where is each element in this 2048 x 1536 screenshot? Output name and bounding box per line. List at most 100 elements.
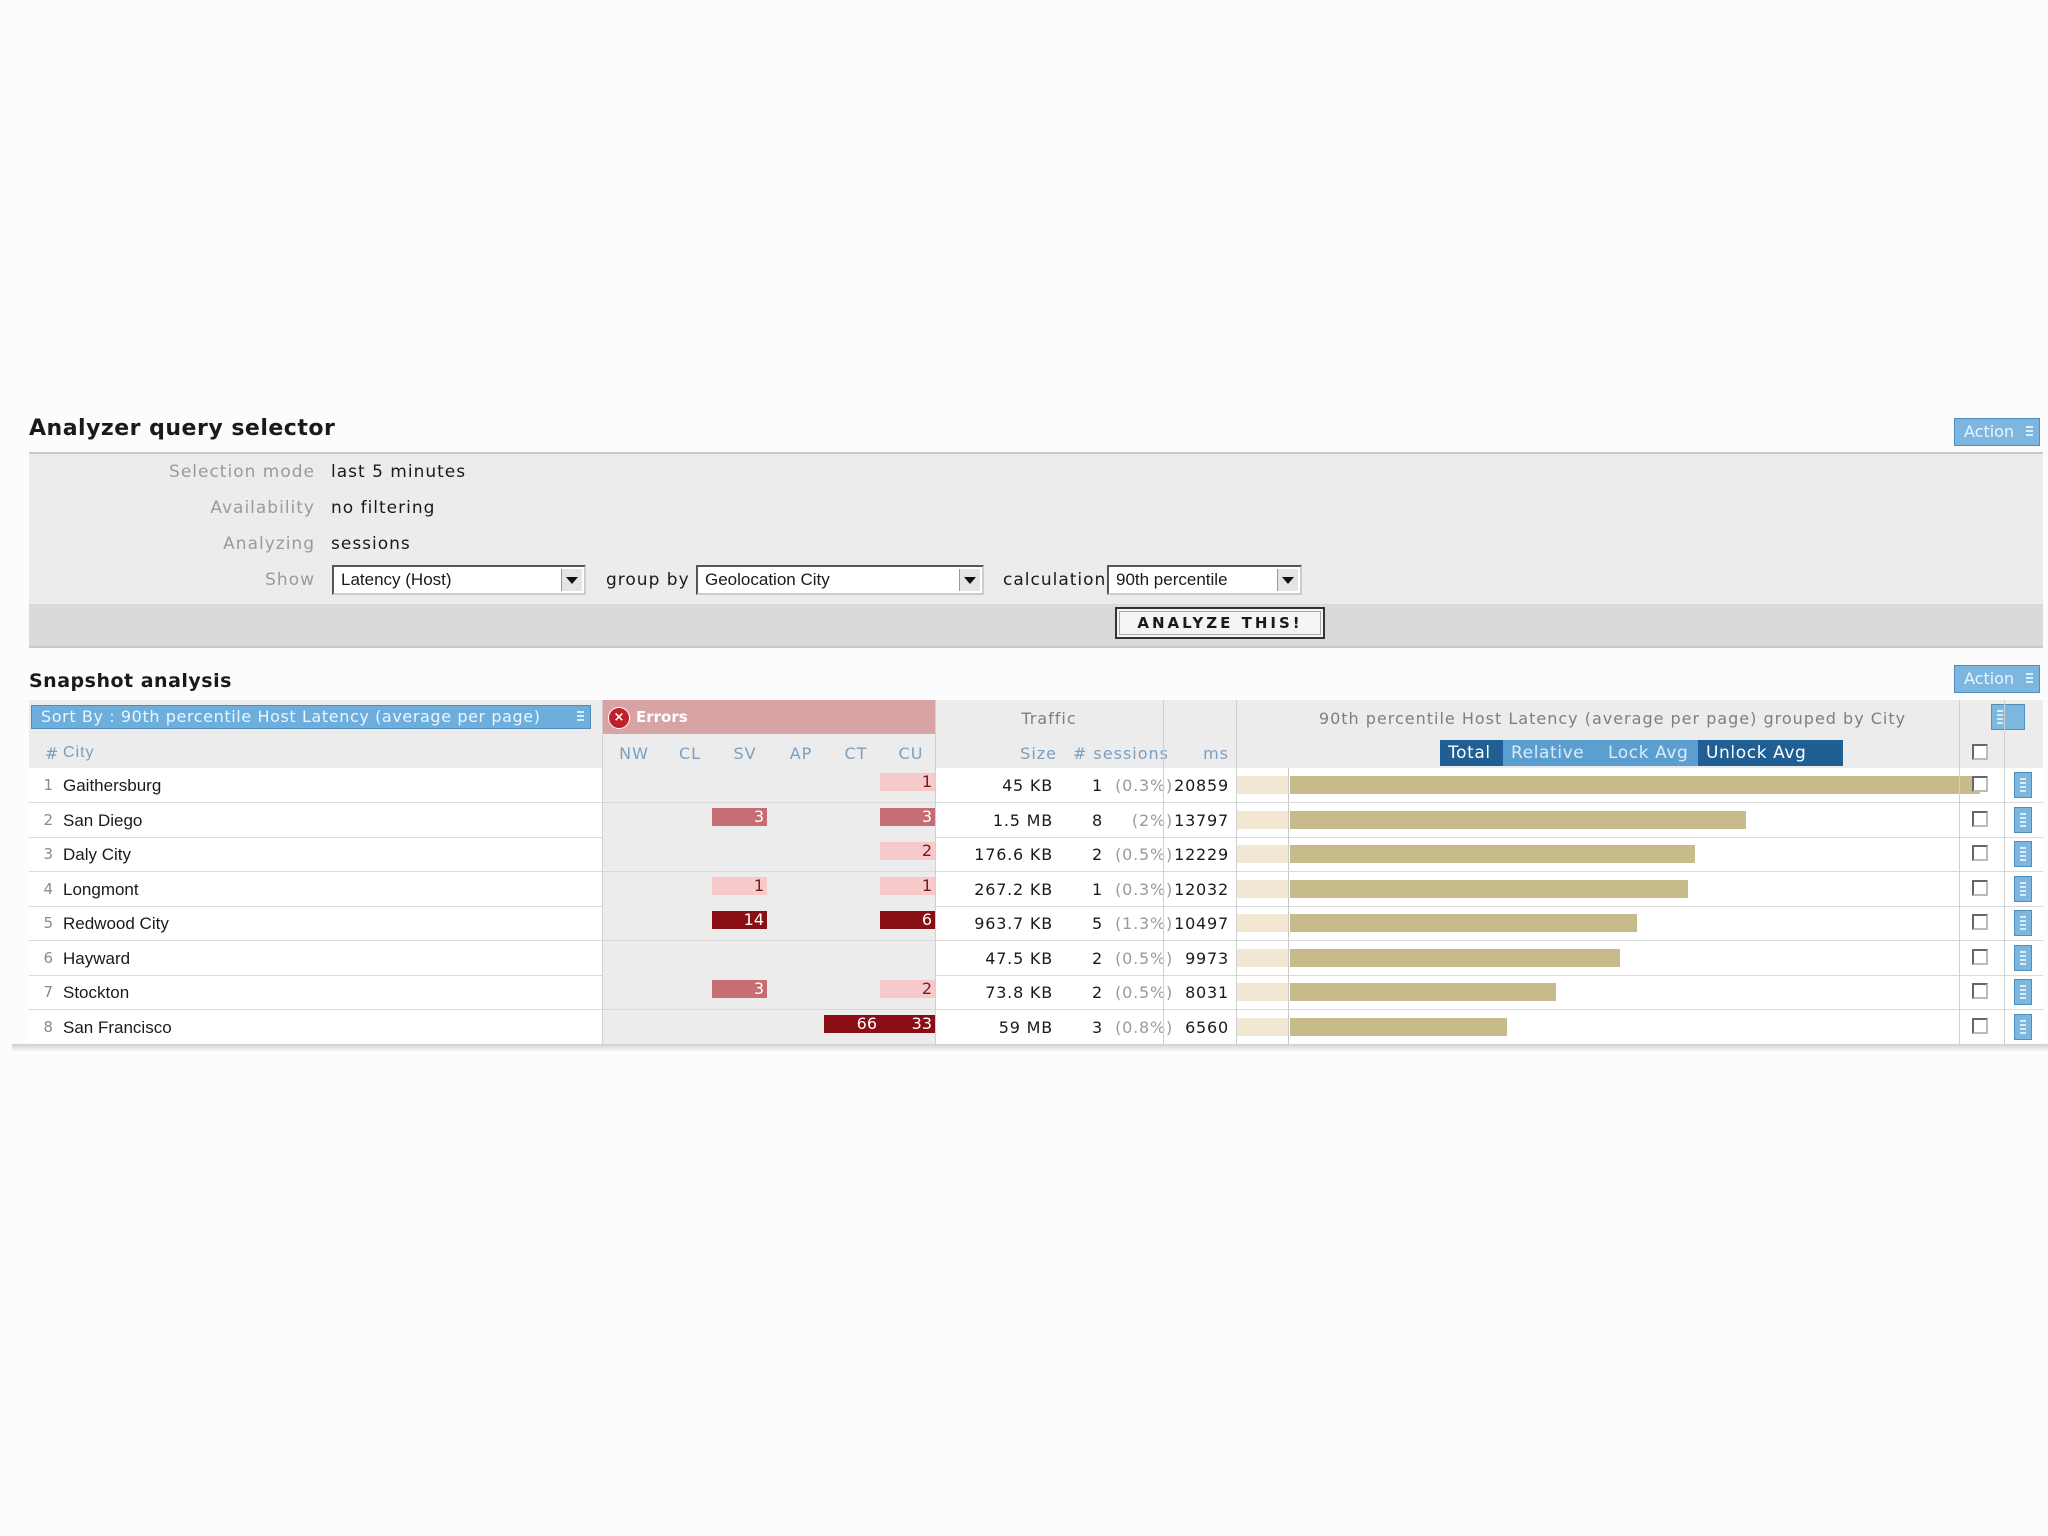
row-action-button[interactable] (2014, 944, 2032, 971)
bar-baseline (1236, 914, 1288, 932)
row-checkbox[interactable] (1972, 845, 1988, 861)
row-checkbox[interactable] (1972, 983, 1988, 999)
latency-ms: 12229 (1174, 845, 1229, 864)
bar-axis (1288, 768, 1289, 802)
city-name[interactable]: San Diego (63, 810, 143, 830)
snapshot-action-button[interactable]: Action (1954, 665, 2040, 693)
row-action-button[interactable] (2014, 910, 2032, 936)
chart-title: 90th percentile Host Latency (average pe… (1318, 709, 1907, 728)
chevron-down-icon[interactable] (959, 569, 980, 591)
col-ms[interactable]: ms (1203, 744, 1229, 763)
sessions-percent: (0.5%) (1115, 983, 1173, 1002)
sessions-count: 3 (1092, 1017, 1103, 1037)
table-row[interactable]: 7 Stockton 3 2 73.8 KB 2 (0.5%) 8031 (29, 975, 2043, 1010)
bar-baseline (1236, 1017, 1288, 1036)
error-cu-chip[interactable]: 3 (880, 807, 935, 826)
unlock-avg-button[interactable]: Unlock Avg (1698, 740, 1843, 766)
latency-bar[interactable] (1290, 845, 1695, 863)
row-checkbox[interactable] (1972, 914, 1988, 930)
show-select[interactable]: Latency (Host) (332, 565, 586, 595)
lock-avg-button[interactable]: Lock Avg (1600, 740, 1698, 766)
latency-bar[interactable] (1290, 776, 1980, 794)
latency-bar[interactable] (1290, 914, 1637, 932)
col-sessions[interactable]: # sessions (1072, 744, 1169, 763)
table-row[interactable]: 8 San Francisco 66 33 59 MB 3 (0.8%) 6560 (29, 1009, 2043, 1045)
city-name[interactable]: Redwood City (63, 914, 169, 933)
availability-label: Availability (210, 498, 315, 518)
error-cu-chip[interactable]: 1 (880, 876, 935, 895)
city-name[interactable]: Gaithersburg (63, 776, 162, 795)
city-name[interactable]: Daly City (63, 845, 132, 864)
error-sv-chip[interactable]: 3 (712, 980, 767, 998)
errors-header[interactable]: × Errors (602, 700, 935, 734)
select-all-checkbox[interactable] (1972, 744, 1988, 760)
row-number: 7 (43, 983, 53, 1001)
table-row[interactable]: 5 Redwood City 14 6 963.7 KB 5 (1.3%) 10497 (29, 906, 2043, 941)
error-cu-chip[interactable]: 6 (880, 911, 935, 929)
row-action-button[interactable] (2014, 979, 2032, 1005)
city-name[interactable]: Hayward (63, 948, 131, 968)
bar-baseline (1236, 879, 1288, 898)
latency-bar[interactable] (1290, 879, 1688, 898)
chevron-down-icon[interactable] (1277, 569, 1298, 591)
col-cl[interactable]: CL (678, 744, 702, 763)
show-select-value: Latency (Host) (341, 570, 452, 589)
error-cu-chip[interactable]: 2 (880, 980, 935, 998)
table-row[interactable]: 6 Hayward 47.5 KB 2 (0.5%) 9973 (29, 940, 2043, 976)
calculation-select[interactable]: 90th percentile (1107, 565, 1302, 595)
row-checkbox[interactable] (1972, 1017, 1988, 1034)
divider (1163, 700, 1164, 1044)
sort-by-button[interactable]: Sort By : 90th percentile Host Latency (… (31, 705, 591, 729)
errors-cell (602, 906, 935, 940)
table-row[interactable]: 1 Gaithersburg 1 45 KB 1 (0.3%) 20859 (29, 768, 2043, 803)
grip-icon (577, 711, 584, 723)
latency-bar[interactable] (1290, 1017, 1507, 1036)
table-row[interactable]: 3 Daly City 2 176.6 KB 2 (0.5%) 12229 (29, 837, 2043, 872)
latency-bar[interactable] (1290, 948, 1620, 967)
col-cu[interactable]: CU (898, 744, 924, 763)
error-cu-chip[interactable]: 1 (880, 773, 935, 791)
city-name[interactable]: San Francisco (63, 1017, 172, 1037)
chevron-down-icon[interactable] (561, 569, 582, 591)
row-checkbox[interactable] (1972, 879, 1988, 896)
query-selector-action-button[interactable]: Action (1954, 418, 2040, 446)
row-action-button[interactable] (2014, 841, 2032, 867)
table-row[interactable]: 4 Longmont 1 1 267.2 KB 1 (0.3%) 12032 (29, 871, 2043, 907)
row-action-button[interactable] (2014, 875, 2032, 902)
error-sv-chip[interactable]: 3 (712, 807, 767, 826)
col-ct[interactable]: CT (844, 744, 868, 763)
col-nw[interactable]: NW (619, 744, 649, 763)
city-name[interactable]: Longmont (63, 879, 139, 899)
latency-bar[interactable] (1290, 983, 1556, 1001)
download-icon[interactable] (1991, 704, 2025, 730)
row-action-button[interactable] (2014, 1013, 2032, 1040)
col-ap[interactable]: AP (789, 744, 813, 763)
row-action-button[interactable] (2014, 772, 2032, 798)
group-by-select[interactable]: Geolocation City (696, 565, 984, 595)
col-size[interactable]: Size (1020, 744, 1057, 763)
errors-cell (602, 940, 935, 975)
city-name[interactable]: Stockton (63, 983, 130, 1002)
view-relative-button[interactable]: Relative (1503, 740, 1600, 766)
traffic-header-cell: Traffic (935, 700, 1236, 734)
error-cu-chip[interactable]: 33 (880, 1014, 935, 1033)
bar-axis (1288, 906, 1289, 940)
row-checkbox[interactable] (1972, 776, 1988, 792)
latency-ms: 10497 (1174, 914, 1229, 933)
query-selector-title: Analyzer query selector (29, 416, 336, 441)
table-row[interactable]: 2 San Diego 3 3 1.5 MB 8 (2%) 13797 (29, 802, 2043, 838)
row-checkbox[interactable] (1972, 810, 1988, 827)
analyze-button[interactable]: ANALYZE THIS! (1115, 607, 1325, 639)
error-cu-chip[interactable]: 2 (880, 842, 935, 860)
col-sv[interactable]: SV (733, 744, 757, 763)
error-sv-chip[interactable]: 14 (712, 911, 767, 929)
size-value: 59 MB (998, 1017, 1053, 1037)
row-action-button[interactable] (2014, 806, 2032, 833)
row-checkbox[interactable] (1972, 948, 1988, 965)
error-ct-chip[interactable]: 66 (824, 1014, 880, 1033)
col-city[interactable]: City (63, 744, 95, 761)
latency-bar[interactable] (1290, 810, 1746, 829)
size-value: 47.5 KB (985, 948, 1053, 968)
row-number: 5 (43, 914, 53, 932)
error-sv-chip[interactable]: 1 (712, 876, 767, 895)
